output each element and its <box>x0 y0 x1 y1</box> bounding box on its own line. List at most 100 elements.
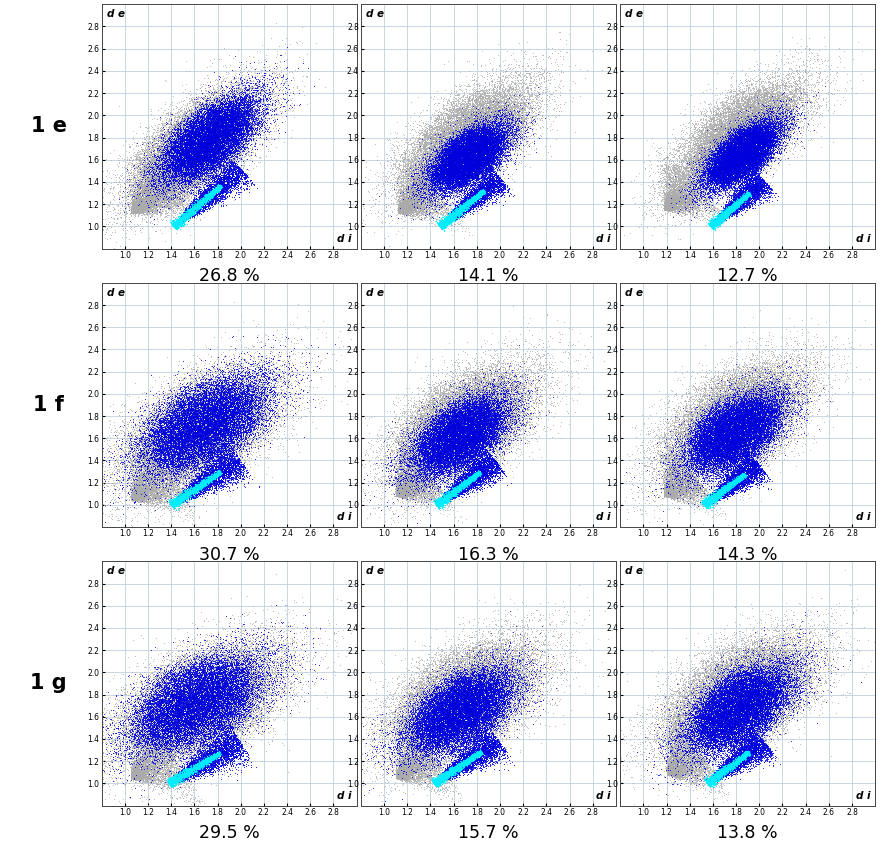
Point <box>145 765 159 779</box>
Point <box>751 426 765 440</box>
Point <box>140 743 154 757</box>
Point <box>479 687 493 701</box>
Point <box>429 679 443 692</box>
Point <box>740 739 754 752</box>
Point <box>683 180 697 194</box>
Point <box>743 421 757 434</box>
Point <box>484 147 498 160</box>
Point <box>468 418 482 432</box>
Point <box>469 410 483 423</box>
Point <box>443 452 457 466</box>
Point <box>149 426 163 440</box>
Point <box>126 766 141 780</box>
Point <box>701 165 715 178</box>
Point <box>717 458 731 471</box>
Point <box>406 680 420 693</box>
Point <box>707 703 721 716</box>
Point <box>128 485 142 499</box>
Point <box>170 217 184 231</box>
Point <box>398 476 412 490</box>
Point <box>472 423 486 436</box>
Point <box>458 82 472 96</box>
Point <box>453 433 467 446</box>
Point <box>705 219 719 233</box>
Point <box>402 466 416 480</box>
Point <box>189 683 203 697</box>
Point <box>730 141 744 155</box>
Point <box>166 440 180 453</box>
Point <box>181 161 195 175</box>
Point <box>151 171 165 184</box>
Point <box>196 381 210 394</box>
Point <box>673 486 687 500</box>
Point <box>138 770 152 783</box>
Point <box>131 464 145 477</box>
Point <box>188 160 202 174</box>
Point <box>194 190 209 204</box>
Point <box>232 122 246 135</box>
Point <box>390 769 404 782</box>
Point <box>380 447 394 461</box>
Point <box>713 209 728 223</box>
Point <box>755 121 769 135</box>
Point <box>161 708 175 722</box>
Point <box>208 432 222 446</box>
Point <box>393 769 408 782</box>
Point <box>169 218 183 231</box>
Point <box>187 762 201 776</box>
Point <box>455 150 469 164</box>
Point <box>773 407 787 421</box>
Point <box>749 433 763 446</box>
Point <box>421 736 435 750</box>
Point <box>164 498 179 512</box>
Point <box>395 743 409 757</box>
Point <box>248 62 263 75</box>
Point <box>477 90 492 104</box>
Point <box>233 355 248 369</box>
Point <box>173 434 187 447</box>
Point <box>705 165 720 178</box>
Point <box>254 720 268 734</box>
Point <box>207 160 221 174</box>
Point <box>685 123 699 136</box>
Point <box>493 410 507 423</box>
Point <box>197 146 211 159</box>
Point <box>670 478 684 492</box>
Point <box>732 468 746 482</box>
Point <box>502 420 516 434</box>
Point <box>736 731 751 745</box>
Point <box>178 485 192 499</box>
Point <box>268 410 282 423</box>
Point <box>753 135 767 148</box>
Point <box>684 132 698 146</box>
Point <box>423 479 438 493</box>
Point <box>171 166 185 180</box>
Point <box>453 177 468 190</box>
Point <box>193 469 207 482</box>
Point <box>735 658 749 672</box>
Point <box>194 460 208 474</box>
Point <box>146 176 160 189</box>
Point <box>395 766 409 780</box>
Point <box>418 436 432 450</box>
Point <box>499 125 513 139</box>
Point <box>452 140 466 153</box>
Point <box>429 122 443 135</box>
Point <box>194 160 209 174</box>
Point <box>201 382 215 396</box>
Point <box>744 475 758 488</box>
Point <box>460 677 474 691</box>
Point <box>660 768 674 782</box>
Point <box>230 685 244 698</box>
Point <box>227 406 241 420</box>
Point <box>435 494 449 507</box>
Point <box>461 420 476 434</box>
Point <box>418 744 432 758</box>
Point <box>729 153 743 166</box>
Point <box>735 751 750 764</box>
Point <box>185 434 199 448</box>
Point <box>203 446 217 460</box>
Point <box>170 485 184 499</box>
Point <box>200 184 214 198</box>
Point <box>443 488 457 501</box>
